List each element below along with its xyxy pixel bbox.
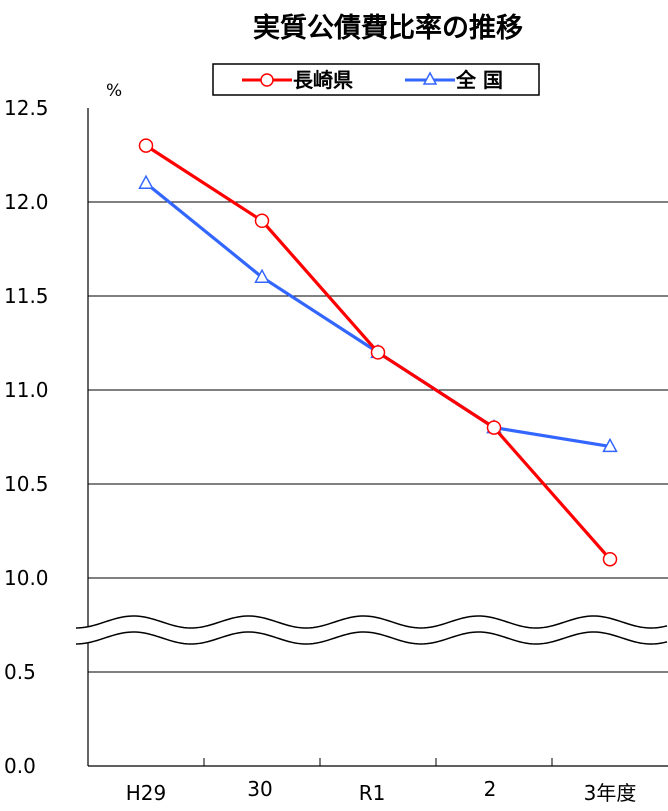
series-group [138,138,618,567]
y-tick-label: 11.5 [4,284,49,308]
legend: 長崎県 全 国 [212,63,540,96]
y-tick-labels: 12.5 12.0 11.5 11.0 10.5 10.0 0.5 0.0 [4,96,49,778]
data-point-series-1 [602,437,618,453]
y-tick-label: 0.0 [4,754,36,778]
x-tick-label: H29 [126,781,167,805]
y-tick-label: 12.0 [4,190,49,214]
data-point-series-0 [602,551,618,567]
y-tick-label: 0.5 [4,660,36,684]
axis-break-line [75,631,668,645]
y-axis-unit: % [106,81,122,101]
x-tick-label: 2 [484,777,497,801]
x-tick-label: 3年度 [584,781,637,805]
data-point-series-1 [138,174,154,189]
x-axis: H29 30 R1 2 3年度 [87,108,668,805]
data-point-series-0 [370,345,386,360]
legend-marker-series-0 [260,73,274,87]
y-tick-label: 12.5 [4,96,49,120]
axis-break-mark [75,615,668,645]
axis-break-line [75,615,668,629]
legend-marker-series-1 [422,71,438,85]
data-point-series-0 [486,420,502,435]
x-tick-label: 30 [247,777,272,801]
grid [88,201,668,673]
y-tick-label: 10.5 [4,472,49,496]
y-tick-label: 11.0 [4,378,49,402]
data-point-series-1 [254,268,270,283]
legend-label-series-1: 全 国 [455,68,503,92]
y-tick-label: 10.0 [4,566,49,590]
data-point-series-0 [254,213,270,229]
legend-label-series-0: 長崎県 [293,68,353,92]
x-tick-label: R1 [359,781,386,805]
data-point-series-0 [138,138,154,153]
series-line-1 [144,181,611,448]
chart-title: 実質公債費比率の推移 [253,12,523,44]
axis-break-fill [76,616,667,644]
